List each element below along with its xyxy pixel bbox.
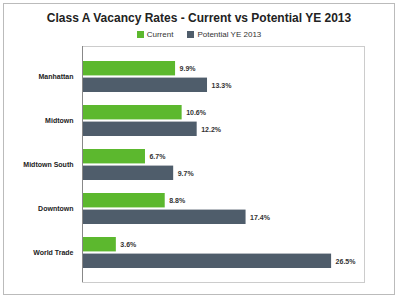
svg-text:Midtown: Midtown — [45, 117, 73, 124]
html-text:Potential YE 2013: Potential YE 2013 — [197, 29, 262, 39]
svg-text:World Trade: World Trade — [33, 249, 73, 256]
html-text:Current: Current — [146, 29, 174, 39]
svg-text:Manhattan: Manhattan — [39, 73, 74, 80]
svg-text:9.9%: 9.9% — [180, 65, 197, 72]
svg-text:10.6%: 10.6% — [186, 109, 207, 116]
svg-text:3.6%: 3.6% — [120, 241, 137, 248]
svg-text:26.5%: 26.5% — [336, 258, 357, 265]
html-text:Class A Vacancy Rates - Curren: Class A Vacancy Rates - Current vs Poten… — [46, 11, 352, 25]
svg-text:12.2%: 12.2% — [201, 126, 222, 133]
svg-text:Downtown: Downtown — [38, 205, 73, 212]
svg-text:Midtown South: Midtown South — [23, 161, 73, 168]
svg-text:6.7%: 6.7% — [149, 153, 166, 160]
svg-text:17.4%: 17.4% — [250, 214, 271, 221]
svg-text:9.7%: 9.7% — [178, 170, 195, 177]
svg-text:8.8%: 8.8% — [169, 197, 186, 204]
svg-text:13.3%: 13.3% — [212, 82, 233, 89]
